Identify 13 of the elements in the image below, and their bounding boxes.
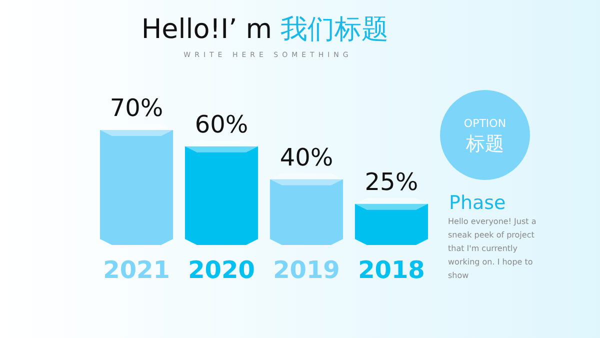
text: Phase (449, 192, 506, 214)
chart-title: Hello!I’ m 我们标题 (141, 14, 389, 45)
data-label: 60% (194, 110, 248, 138)
data-label: 70% (110, 94, 164, 122)
data-label: 25% (364, 168, 418, 196)
x-tick-label: 2020 (188, 256, 255, 284)
x-tick-label: 2021 (103, 256, 170, 284)
text: Hello everyone! Just a sneak peek of project that I'm currently working on. I hope to show (448, 217, 536, 280)
data-label: 40% (280, 143, 334, 172)
text: 标题 (465, 133, 504, 155)
x-tick-label: 2019 (273, 256, 340, 284)
x-tick-label: 2018 (358, 256, 425, 284)
text: OPTION (464, 117, 506, 130)
